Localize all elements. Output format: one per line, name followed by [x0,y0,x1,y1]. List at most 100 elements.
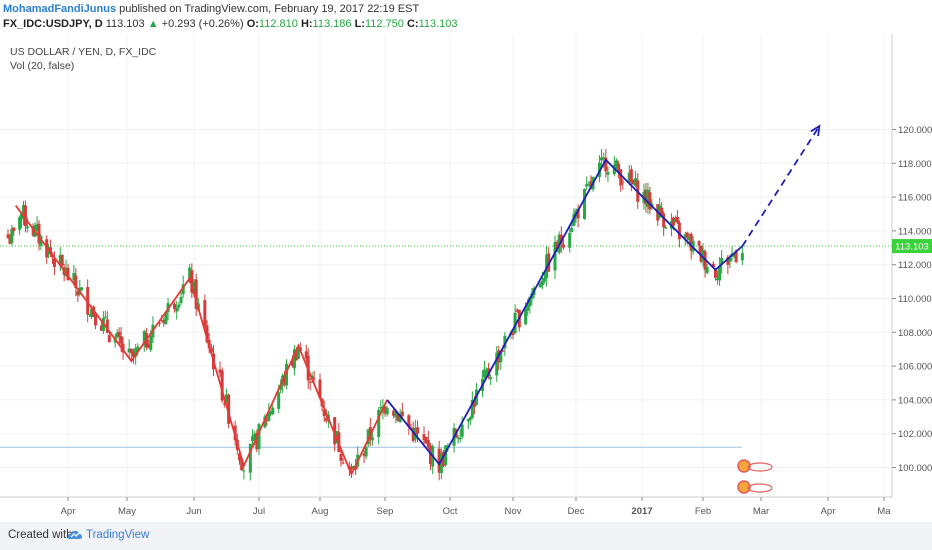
red-wave-line [15,205,388,477]
published-text: published on TradingView.com, February 1… [119,3,420,15]
time-tick-label: Apr [61,506,76,517]
candle-body [687,236,691,240]
price-tick-label: 108.000 [898,328,932,339]
open-label: O: [246,18,259,30]
candle-body [129,348,133,354]
candle-body [72,273,76,281]
candle-body [559,234,563,244]
candle-body [107,334,111,343]
pane-title: US DOLLAR / YEN, D, FX_IDC [10,46,157,58]
candle-body [23,205,27,227]
candle-body [587,183,591,185]
candle-body [398,413,402,423]
candle-body [76,291,80,296]
time-tick-label: Feb [695,506,711,517]
price-tick-label: 120.000 [898,125,932,136]
candle-body [699,245,703,262]
candle-body [175,307,179,312]
candle-body [411,427,415,441]
candle-body [528,297,532,307]
candle-body [121,343,125,353]
candle-body [253,433,257,440]
price-tick-label: 102.000 [898,429,932,440]
high-label: H: [300,18,313,30]
chart-area[interactable]: 100.000 102.000 104.000 106.000 108.000 110.0… [0,32,932,522]
price-chart[interactable]: 100.000 102.000 104.000 106.000 108.000 110.0… [0,32,932,522]
candle-body [664,227,668,229]
candle-body [540,280,544,286]
candle-body [192,282,196,295]
candle-body [662,213,666,228]
candle-body [407,415,411,427]
candle-body [149,336,153,350]
candle-body [117,331,121,336]
price-change: +0.293 (+0.26%) [161,18,244,30]
candle-body [66,267,70,281]
candle-body [466,419,470,422]
candle-body [675,216,679,223]
time-tick-label: May [118,506,136,517]
tradingview-link[interactable]: TradingView [86,529,150,541]
candle-body [383,406,387,414]
candle-body [242,470,246,472]
candle-body [222,403,226,405]
candle-body [257,424,261,449]
candle-body [8,238,12,244]
candle-body [248,443,252,473]
candle-body [339,453,343,461]
candle-body [629,169,633,183]
candle-body [74,275,78,288]
candle-body [697,241,701,246]
candle-body [726,256,730,265]
candle-body [561,244,565,248]
candle-body [354,465,358,470]
candle-body [255,432,259,450]
candle-body [218,369,222,374]
projection-dashed-line [741,125,821,247]
candle-body [396,413,400,421]
candle-body [503,335,507,349]
indicator-label[interactable]: Vol (20, false) [10,60,75,72]
candle-body [720,258,724,265]
low-label: L: [354,18,365,30]
candle-body [39,236,43,246]
price-tick-label: 112.000 [898,260,932,271]
candle-body [190,270,194,293]
candle-body [526,304,530,311]
candle-body [90,308,94,318]
candle-body [728,257,732,262]
candle-body [600,157,604,161]
footer-bar: Created with TradingView [0,522,932,550]
candle-body [225,394,228,403]
close-label: C: [406,18,419,30]
candle-body [58,255,62,265]
candle-body [483,369,487,378]
candle-body [602,157,606,160]
candle-body [442,451,445,467]
candle-body [524,309,528,325]
candle-body [86,287,90,315]
candle-body [424,436,428,444]
candle-body [485,370,489,373]
event-marker-icon [747,462,773,472]
candle-body [227,394,231,424]
author-link[interactable]: MohamadFandiJunus [3,3,117,15]
candle-body [269,411,273,415]
event-marker-icon [747,483,773,493]
time-tick-label: Nov [505,506,522,517]
candle-body [627,172,631,183]
candle-body [115,332,119,338]
candle-body [631,179,635,185]
candle-body [271,407,275,415]
time-tick-label: Jul [253,506,265,517]
price-tick-label: 110.000 [898,294,932,305]
candle-body [312,378,316,380]
last-price: 113.103 [105,18,145,30]
candle-body [88,314,92,316]
candle-body [377,409,381,437]
candle-body [683,234,687,239]
candle-body [677,222,681,240]
close-value: 113.103 [418,18,458,30]
candle-body [619,169,623,186]
candle-body [621,182,625,184]
